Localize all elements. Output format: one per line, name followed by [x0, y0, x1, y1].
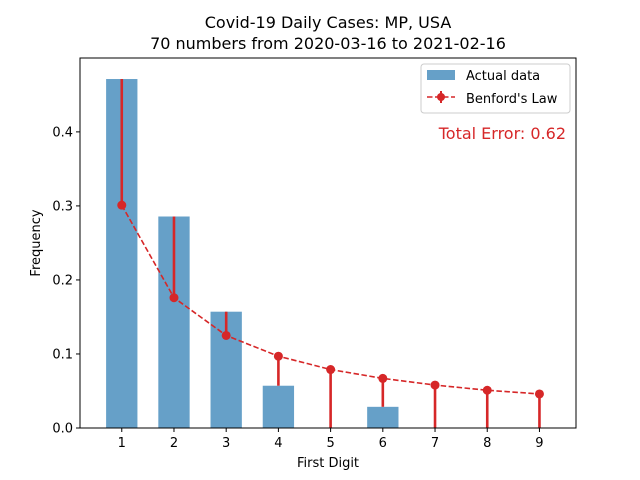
legend-label-benford: Benford's Law	[466, 92, 558, 107]
x-tick-label: 8	[483, 436, 491, 451]
chart-title: Covid-19 Daily Cases: MP, USA	[205, 13, 452, 32]
y-tick-label: 0.1	[52, 347, 73, 362]
y-axis-ticks: 0.0 0.1 0.2 0.3 0.4	[52, 125, 80, 437]
bar-digit-4	[262, 385, 295, 428]
benford-point-digit-9	[534, 389, 544, 399]
x-tick-label: 6	[379, 436, 387, 451]
x-tick-label: 3	[222, 436, 230, 451]
y-axis-label: Frequency	[29, 209, 44, 276]
benford-point-digit-6	[378, 373, 388, 383]
benford-point-digit-1	[117, 200, 127, 210]
legend: Actual data Benford's Law	[420, 63, 571, 114]
y-tick-label: 0.2	[52, 273, 73, 288]
x-tick-label: 7	[431, 436, 439, 451]
chart-subtitle: 70 numbers from 2020-03-16 to 2021-02-16	[150, 34, 506, 53]
benford-point-digit-2	[169, 293, 179, 303]
legend-swatch-benford-marker	[437, 93, 445, 101]
total-error-annotation: Total Error: 0.62	[438, 124, 566, 143]
x-tick-label: 2	[170, 436, 178, 451]
y-tick-label: 0.3	[52, 199, 73, 214]
benford-point-digit-3	[221, 330, 231, 340]
benford-point-digit-8	[482, 385, 492, 395]
x-axis-label: First Digit	[297, 456, 359, 471]
x-tick-label: 9	[535, 436, 543, 451]
y-tick-label: 0.0	[52, 422, 73, 437]
plot-frame	[79, 57, 577, 429]
legend-label-actual: Actual data	[466, 69, 540, 84]
legend-box	[420, 63, 571, 114]
bar-digit-6	[367, 406, 399, 428]
benford-point-digit-7	[430, 380, 440, 390]
benford-points-group	[117, 200, 544, 399]
legend-swatch-actual	[427, 70, 455, 80]
benford-point-digit-5	[326, 365, 336, 375]
benford-point-digit-4	[273, 351, 283, 361]
y-tick-label: 0.4	[52, 125, 73, 140]
x-axis-ticks: 1 2 3 4 5 6 7 8 9	[118, 428, 544, 451]
bars-group	[106, 79, 399, 428]
x-tick-label: 5	[326, 436, 334, 451]
x-tick-label: 1	[118, 436, 126, 451]
x-tick-label: 4	[274, 436, 282, 451]
